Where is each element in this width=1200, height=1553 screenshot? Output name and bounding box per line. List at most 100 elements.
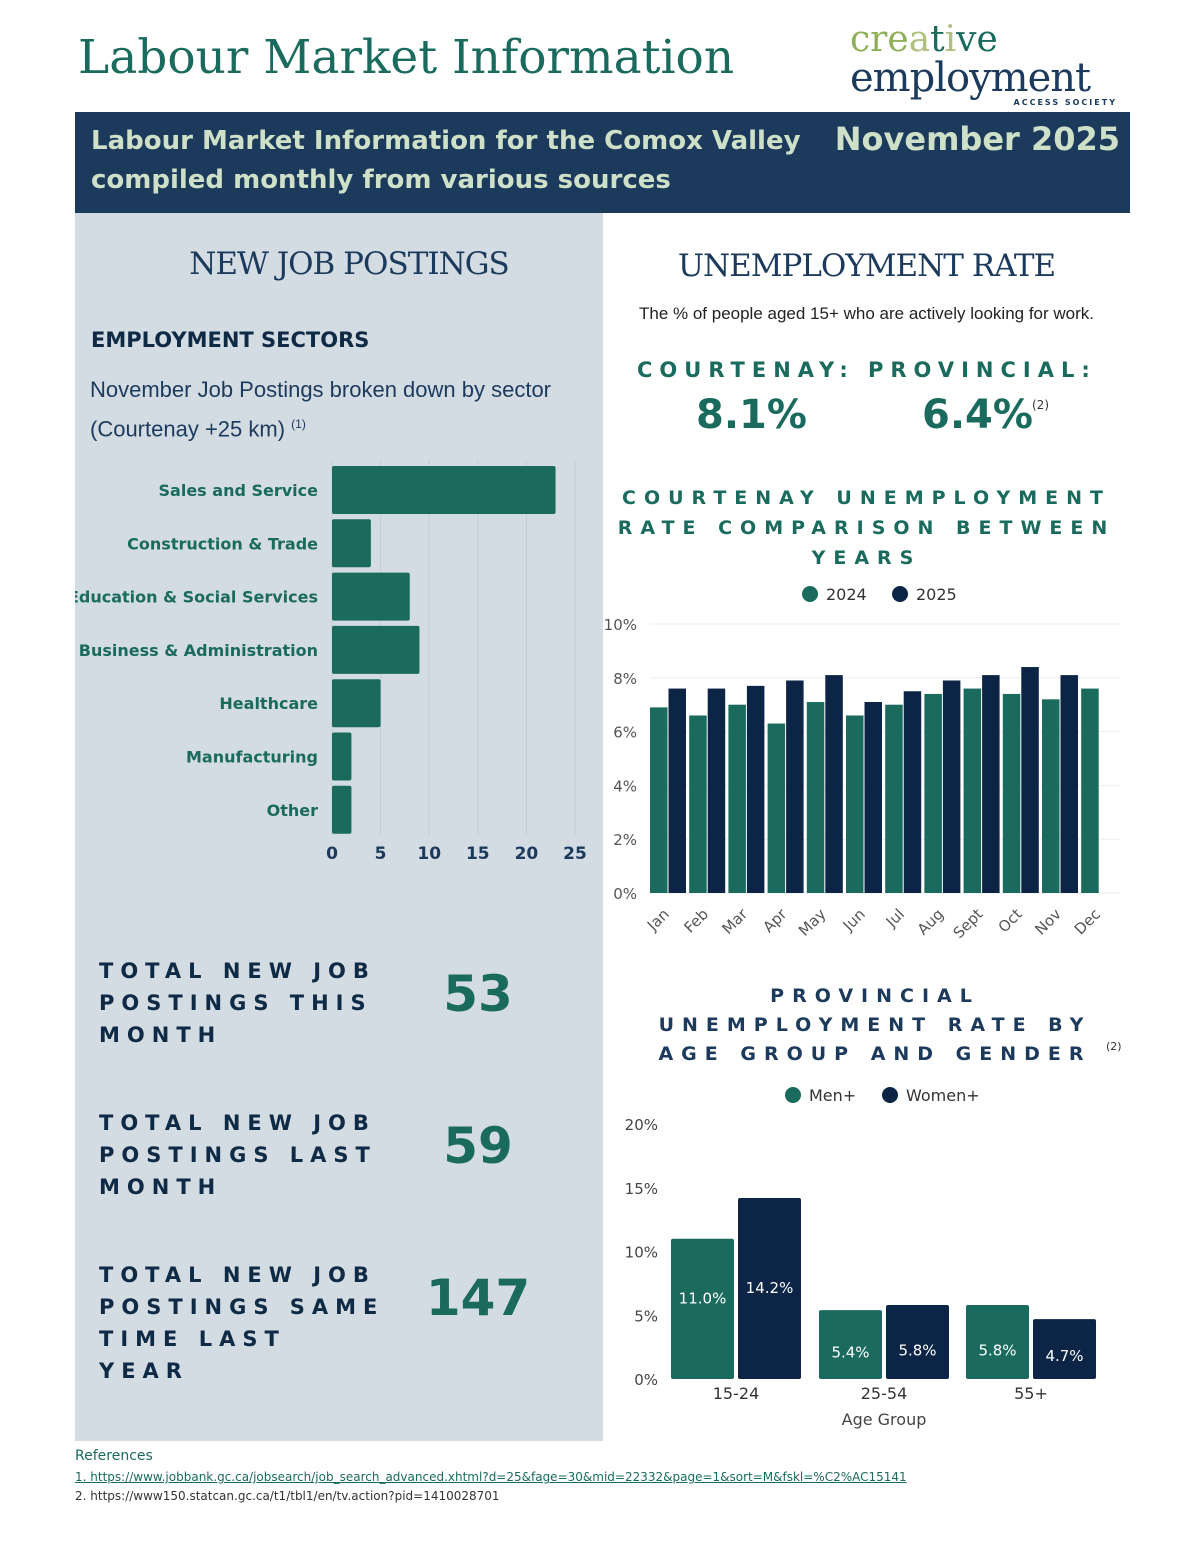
sector-bar [332,519,371,568]
total-label: TOTAL NEW JOB POSTINGS THIS MONTH [99,959,376,1047]
logo-line2: employment [850,55,1091,101]
x-tick-label: Feb [681,905,713,937]
logo-line3: ACCESS SOCIETY [1013,98,1117,107]
month-bar [864,702,882,893]
month-bar [924,693,942,893]
y-tick-label: 10% [604,616,637,634]
age-bar [1033,1319,1096,1379]
legend-label: Women+ [906,1086,980,1105]
provincial-rate: 6.4% [922,392,1033,438]
report-date: November 2025 [834,120,1120,158]
month-bar [1002,693,1021,893]
provincial-ref: (2) [1032,398,1049,412]
sector-label: Healthcare [219,694,318,713]
sector-chart: 0 5 10 15 20 25 Sales and Service Construction … [75,460,587,864]
y-tick-label: 15% [625,1180,658,1198]
month-bar [728,704,746,893]
provincial-label: PROVINCIAL: [868,358,1097,382]
bar-value-label: 5.4% [831,1343,869,1361]
x-tick-label: Nov [1031,905,1065,939]
banner-line1: Labour Market Information for the Comox … [91,126,801,156]
legend-label: Men+ [809,1086,856,1105]
age-chart: Men+ Women+ 0% 5% 10% 15% 20% 11.0% 14.2% 15-24 5.… [625,1086,1096,1429]
legend-marker [882,1087,898,1103]
age-bar [886,1305,949,1379]
banner-line2: compiled monthly from various sources [91,165,671,195]
x-tick-label: Sept [950,905,987,940]
ref-marker: (1) [291,417,306,431]
reference-link-2[interactable]: 2. https://www150.statcan.gc.ca/t1/tbl1/… [75,1489,500,1503]
sector-label: Business & Administration [79,641,318,660]
banner: Labour Market Information for the Comox … [75,112,1130,213]
y-tick-label: 0% [613,885,637,903]
x-tick-label: 15 [466,844,490,864]
month-bar [963,688,982,893]
unemployment-heading: UNEMPLOYMENT RATE [677,248,1056,284]
y-tick-label: 6% [613,724,637,742]
x-tick-label: 5 [375,844,387,864]
sector-bar [332,732,352,781]
x-tick-label: Dec [1071,905,1104,938]
unemployment-desc: The % of people aged 15+ who are activel… [638,304,1094,323]
courtenay-rate: 8.1% [696,392,807,438]
age-bar [966,1305,1029,1379]
month-bar [1021,667,1039,893]
sector-bar [332,679,381,728]
bar-value-label: 4.7% [1045,1347,1083,1365]
sector-label: Manufacturing [186,748,318,767]
x-tick-label: 0 [326,844,338,864]
sector-bar [332,785,352,834]
month-bar [942,680,961,893]
job-postings-heading: NEW JOB POSTINGS [189,246,510,282]
total-value: 53 [443,965,513,1023]
total-label: TOTAL NEW JOB POSTINGS LAST MONTH [99,1111,377,1199]
y-tick-label: 4% [613,777,637,795]
month-bar [982,675,1000,893]
sector-label: Construction & Trade [127,534,318,553]
x-tick-label: 10 [417,844,441,864]
x-tick-label: Oct [995,905,1026,936]
month-bar [746,685,765,893]
sectors-desc-2: (Courtenay +25 km) [90,416,286,442]
sector-bar [332,625,420,674]
page-title: Labour Market Information [78,30,735,85]
reference-link-1[interactable]: 1. https://www.jobbank.gc.ca/jobsearch/j… [75,1470,907,1484]
month-bar [1042,699,1060,893]
legend-marker [785,1087,801,1103]
month-bar [689,715,707,893]
sector-label: Education & Social Services [75,588,318,607]
legend-marker [892,586,908,602]
x-tick-label: Apr [759,905,791,937]
month-bar [903,691,922,893]
x-tick-label: Jul [882,905,908,931]
legend-label: 2025 [916,585,957,604]
y-tick-label: 10% [625,1244,658,1262]
sector-bar [332,572,410,621]
x-tick-label: 15-24 [713,1384,760,1403]
y-tick-label: 5% [634,1307,658,1325]
month-bar [650,707,668,893]
age-chart-title: PROVINCIAL UNEMPLOYMENT RATE BY AGE GROU… [658,985,1092,1065]
x-tick-label: Jun [839,905,869,935]
x-tick-label: Aug [914,905,947,938]
month-bar [767,723,786,893]
bar-value-label: 11.0% [679,1290,727,1308]
total-value: 147 [425,1269,531,1327]
y-tick-label: 0% [634,1371,658,1389]
y-tick-label: 8% [613,670,637,688]
references-heading: References [75,1448,153,1464]
age-bar [671,1238,734,1379]
y-tick-label: 20% [625,1116,658,1134]
month-bar [885,704,903,893]
age-chart-ref: (2) [1106,1040,1122,1053]
courtenay-label: COURTENAY: [637,358,855,382]
total-label: TOTAL NEW JOB POSTINGS SAME TIME LAST YE… [99,1263,385,1383]
monthly-chart-title: COURTENAY UNEMPLOYMENT RATE COMPARISON B… [617,487,1116,569]
month-bar [1060,675,1078,893]
x-tick-label: Mar [718,905,751,938]
total-value: 59 [443,1117,513,1175]
age-bar [819,1310,882,1379]
month-bar [786,680,804,893]
month-bar [1081,688,1099,893]
y-tick-label: 2% [613,831,637,849]
